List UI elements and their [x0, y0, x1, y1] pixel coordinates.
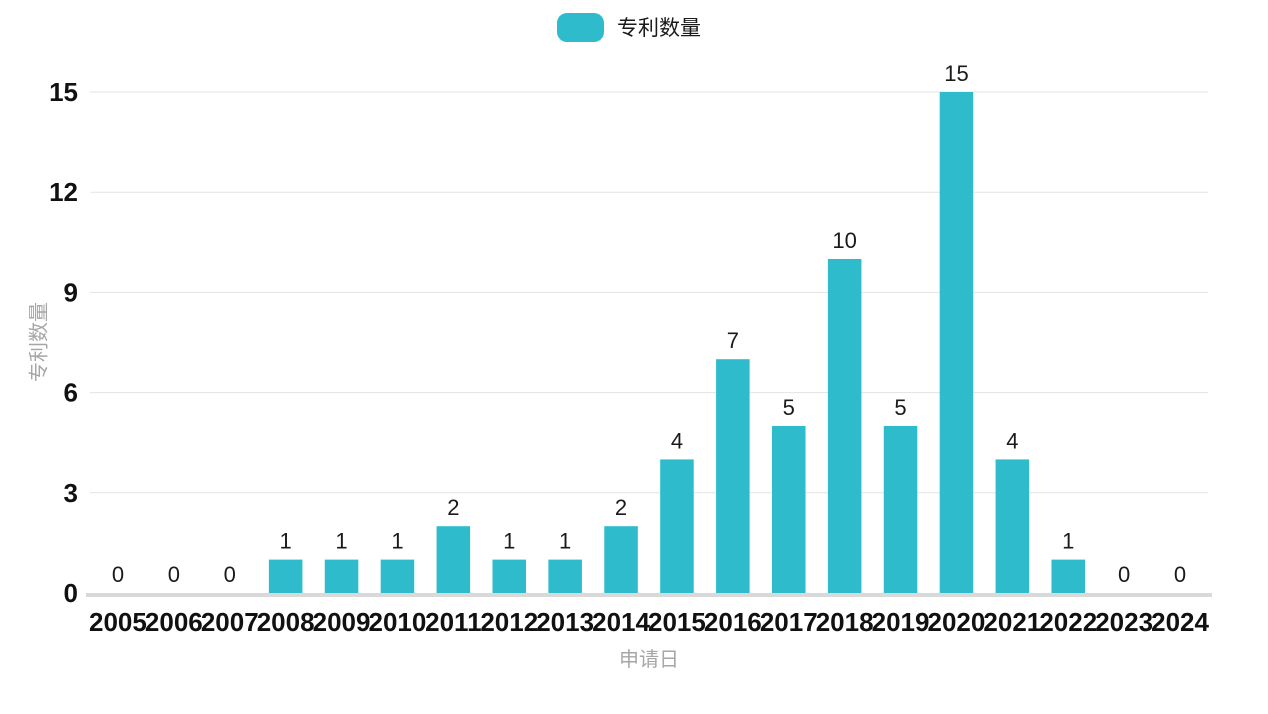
bar-2011[interactable]: [436, 526, 471, 593]
bar-2018[interactable]: [827, 259, 862, 593]
x-tick-2024: 2024: [1151, 607, 1209, 637]
value-label-2013: 1: [559, 529, 571, 554]
x-tick-2009: 2009: [313, 607, 371, 637]
value-label-2023: 0: [1118, 562, 1130, 587]
value-label-2012: 1: [503, 529, 515, 554]
y-tick-3: 3: [64, 478, 78, 508]
x-tick-2010: 2010: [369, 607, 427, 637]
x-tick-2008: 2008: [257, 607, 315, 637]
value-label-2018: 10: [832, 228, 856, 253]
value-label-2014: 2: [615, 495, 627, 520]
value-label-2009: 1: [335, 529, 347, 554]
x-tick-2013: 2013: [536, 607, 594, 637]
value-label-2024: 0: [1174, 562, 1186, 587]
x-tick-2020: 2020: [928, 607, 986, 637]
value-label-2006: 0: [168, 562, 180, 587]
value-label-2020: 15: [944, 61, 968, 86]
x-axis-title: 申请日: [619, 649, 679, 671]
x-tick-2021: 2021: [983, 607, 1041, 637]
value-label-2019: 5: [894, 395, 906, 420]
bar-2009[interactable]: [324, 559, 359, 593]
value-label-2010: 1: [391, 529, 403, 554]
x-tick-2015: 2015: [648, 607, 706, 637]
bar-2015[interactable]: [660, 459, 694, 593]
x-tick-2019: 2019: [872, 607, 930, 637]
y-tick-9: 9: [64, 277, 78, 307]
x-tick-2014: 2014: [592, 607, 650, 637]
x-tick-2005: 2005: [89, 607, 147, 637]
value-label-2016: 7: [727, 328, 739, 353]
x-tick-2018: 2018: [816, 607, 874, 637]
legend-label: 专利数量: [617, 17, 701, 40]
bar-2021[interactable]: [995, 459, 1030, 593]
x-tick-2023: 2023: [1095, 607, 1153, 637]
y-tick-6: 6: [64, 378, 78, 408]
bar-2020[interactable]: [939, 92, 974, 593]
value-label-2017: 5: [783, 395, 795, 420]
y-tick-15: 15: [49, 77, 78, 107]
bar-2012[interactable]: [492, 559, 527, 593]
value-label-2015: 4: [671, 428, 683, 453]
x-tick-2012: 2012: [480, 607, 538, 637]
value-label-2021: 4: [1006, 428, 1018, 453]
x-tick-2006: 2006: [145, 607, 203, 637]
bar-2008[interactable]: [268, 559, 303, 593]
y-tick-12: 12: [49, 177, 78, 207]
value-label-2008: 1: [280, 529, 292, 554]
bar-2013[interactable]: [548, 559, 582, 593]
value-label-2005: 0: [112, 562, 124, 587]
bar-2022[interactable]: [1051, 559, 1086, 593]
legend-item[interactable]: 专利数量: [557, 12, 701, 42]
bar-2016[interactable]: [716, 359, 750, 593]
value-label-2011: 2: [447, 495, 459, 520]
bar-2017[interactable]: [771, 426, 806, 593]
legend-swatch: [557, 12, 604, 42]
value-label-2022: 1: [1062, 529, 1074, 554]
y-tick-0: 0: [64, 578, 78, 608]
x-tick-2017: 2017: [760, 607, 818, 637]
x-tick-2022: 2022: [1039, 607, 1097, 637]
x-tick-2011: 2011: [425, 607, 481, 637]
bar-2010[interactable]: [380, 559, 415, 593]
bar-2019[interactable]: [883, 426, 918, 593]
x-tick-2007: 2007: [201, 607, 259, 637]
y-axis-title: 专利数量: [28, 302, 51, 382]
x-tick-2016: 2016: [704, 607, 762, 637]
value-label-2007: 0: [224, 562, 236, 587]
bar-2014[interactable]: [604, 526, 638, 593]
